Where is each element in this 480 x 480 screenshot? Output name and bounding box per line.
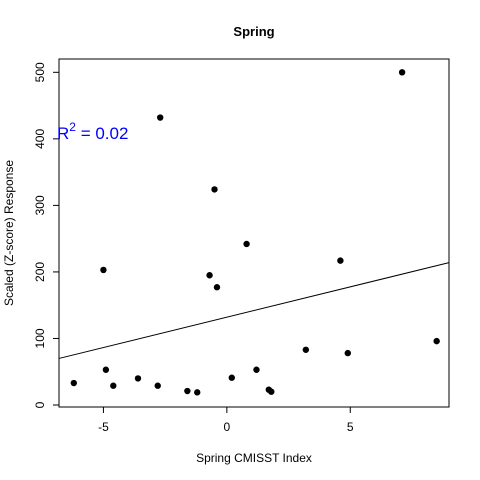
data-point bbox=[100, 266, 107, 274]
plot-frame bbox=[58, 58, 450, 408]
regression-line-layer bbox=[58, 262, 450, 359]
y-tick-label: 500 bbox=[33, 62, 47, 82]
x-tick-label: 0 bbox=[224, 420, 231, 434]
y-tick-label: 0 bbox=[33, 401, 47, 408]
x-tick-label: 5 bbox=[347, 420, 354, 434]
r-symbol: R bbox=[57, 124, 69, 143]
data-point bbox=[211, 186, 218, 193]
data-point bbox=[344, 349, 351, 357]
y-tick-label: 100 bbox=[33, 328, 47, 348]
data-point bbox=[194, 389, 201, 396]
data-point bbox=[102, 366, 110, 373]
regression-line bbox=[58, 262, 450, 359]
data-point bbox=[243, 240, 250, 248]
data-point bbox=[70, 379, 78, 387]
data-point bbox=[228, 374, 235, 381]
data-point bbox=[206, 272, 213, 279]
x-axis-label: Spring CMISST Index bbox=[196, 451, 312, 465]
data-points bbox=[70, 69, 440, 396]
x-axis: -5 0 5 bbox=[98, 407, 354, 434]
data-point bbox=[213, 284, 221, 291]
y-tick-label: 400 bbox=[33, 129, 47, 149]
data-point bbox=[398, 69, 406, 76]
data-point bbox=[337, 257, 344, 264]
data-point bbox=[134, 375, 142, 382]
data-point bbox=[433, 337, 440, 345]
data-point bbox=[110, 382, 117, 389]
y-axis-label: Scaled (Z-score) Response bbox=[2, 160, 16, 306]
data-point bbox=[154, 382, 161, 389]
data-point bbox=[253, 366, 260, 373]
y-tick-label: 300 bbox=[33, 195, 47, 215]
data-point bbox=[268, 388, 275, 395]
r-squared-value: = 0.02 bbox=[76, 124, 128, 143]
r-superscript: 2 bbox=[69, 120, 76, 134]
y-axis: 0 100 200 300 400 500 bbox=[33, 62, 59, 408]
x-tick-label: -5 bbox=[98, 420, 109, 434]
chart-title: Spring bbox=[233, 24, 274, 39]
data-point bbox=[184, 387, 191, 395]
y-tick-label: 200 bbox=[33, 262, 47, 282]
data-point bbox=[157, 114, 164, 121]
data-point bbox=[302, 346, 310, 353]
r-squared-annotation: R2 = 0.02 bbox=[57, 120, 128, 143]
